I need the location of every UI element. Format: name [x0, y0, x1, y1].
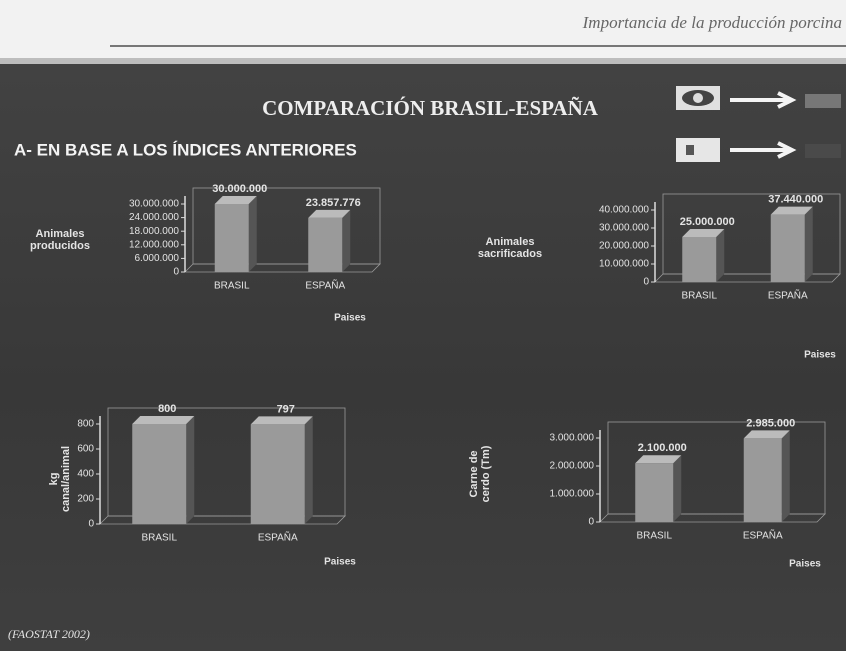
- y-tick-label: 0: [173, 267, 179, 278]
- bar: [635, 463, 674, 522]
- arrow: [730, 141, 797, 159]
- x-axis-label: Paises: [334, 313, 366, 324]
- header-edge: [0, 58, 846, 64]
- flags: [676, 86, 841, 162]
- x-tick-label: ESPAÑA: [305, 279, 345, 292]
- value-label: 30.000.000: [212, 183, 267, 195]
- title: COMPARACIÓN BRASIL-ESPAÑA: [262, 96, 599, 120]
- y-tick-label: 30.000.000: [599, 223, 649, 234]
- bar: [308, 217, 343, 272]
- x-axis-label: Paises: [804, 350, 836, 361]
- bar: [250, 424, 305, 524]
- bar-side: [304, 416, 313, 524]
- y-tick-label: 10.000.000: [599, 259, 649, 270]
- flag-target: [805, 144, 841, 158]
- y-tick-label: 30.000.000: [129, 199, 179, 210]
- bar-side: [781, 430, 790, 522]
- x-tick-label: BRASIL: [214, 281, 250, 292]
- floor: [599, 513, 826, 523]
- value-label: 25.000.000: [680, 216, 735, 228]
- y-tick-label: 1.000.000: [550, 489, 595, 500]
- y-tick-label: 800: [77, 419, 94, 430]
- value-label: 37.440.000: [768, 194, 823, 206]
- x-axis-label: Paises: [789, 559, 821, 570]
- bar-side: [716, 229, 725, 282]
- y-tick-label: 2.000.000: [550, 461, 595, 472]
- y-axis-label: Animales producidos: [30, 228, 90, 252]
- y-tick-label: 600: [77, 444, 94, 455]
- flag-espana-shield: [686, 145, 694, 155]
- bar-side: [804, 206, 813, 282]
- bar-top: [770, 206, 813, 215]
- bar: [770, 214, 805, 282]
- y-tick-label: 40.000.000: [599, 205, 649, 216]
- source: (FAOSTAT 2002): [8, 627, 90, 641]
- y-tick-label: 6.000.000: [135, 253, 180, 264]
- bar-top: [132, 416, 195, 424]
- y-tick-label: 3.000.000: [550, 433, 595, 444]
- bar: [682, 237, 717, 282]
- bar-top: [635, 455, 682, 464]
- y-tick-label: 12.000.000: [129, 239, 179, 250]
- x-axis-label: Paises: [324, 557, 356, 568]
- bar-side: [342, 209, 351, 272]
- x-tick-label: ESPAÑA: [258, 531, 298, 544]
- y-tick-label: 400: [77, 469, 94, 480]
- y-tick-label: 0: [88, 519, 94, 530]
- y-axis-label: Carne de cerdo (Tm): [468, 445, 492, 503]
- arrow: [730, 91, 797, 109]
- bar-top: [214, 196, 257, 204]
- value-label: 2.100.000: [638, 442, 687, 454]
- bar-top: [250, 416, 313, 425]
- x-tick-label: BRASIL: [636, 531, 672, 542]
- bar-top: [743, 430, 790, 439]
- x-tick-label: ESPAÑA: [768, 289, 808, 302]
- bar: [132, 424, 187, 524]
- subtitle: A- EN BASE A LOS ÍNDICES ANTERIORES: [14, 140, 357, 159]
- bar-top: [308, 209, 351, 218]
- flag-espana: [676, 138, 720, 162]
- y-tick-label: 18.000.000: [129, 226, 179, 237]
- value-label: 797: [277, 403, 295, 415]
- x-tick-label: BRASIL: [141, 533, 177, 544]
- flag-target: [805, 94, 841, 108]
- floor: [184, 263, 381, 273]
- y-tick-label: 24.000.000: [129, 212, 179, 223]
- y-axis-label: Animales sacrificados: [477, 236, 543, 260]
- y-tick-label: 200: [77, 494, 94, 505]
- header: Importancia de la producción porcina: [582, 13, 842, 32]
- bar: [214, 204, 249, 272]
- bar-side: [186, 416, 195, 524]
- bar-side: [673, 455, 682, 522]
- header-band: [0, 0, 846, 58]
- bar: [743, 438, 782, 522]
- x-tick-label: BRASIL: [681, 291, 717, 302]
- value-label: 800: [158, 403, 176, 415]
- bar-side: [248, 196, 257, 272]
- value-label: 2.985.000: [746, 417, 795, 429]
- value-label: 23.857.776: [306, 197, 361, 209]
- flag-brasil-globe: [693, 93, 703, 103]
- x-tick-label: ESPAÑA: [743, 529, 783, 542]
- y-tick-label: 0: [643, 277, 649, 288]
- y-tick-label: 20.000.000: [599, 241, 649, 252]
- y-tick-label: 0: [588, 517, 594, 528]
- y-axis-label: kg canal/animal: [48, 445, 72, 513]
- bar-top: [682, 229, 725, 237]
